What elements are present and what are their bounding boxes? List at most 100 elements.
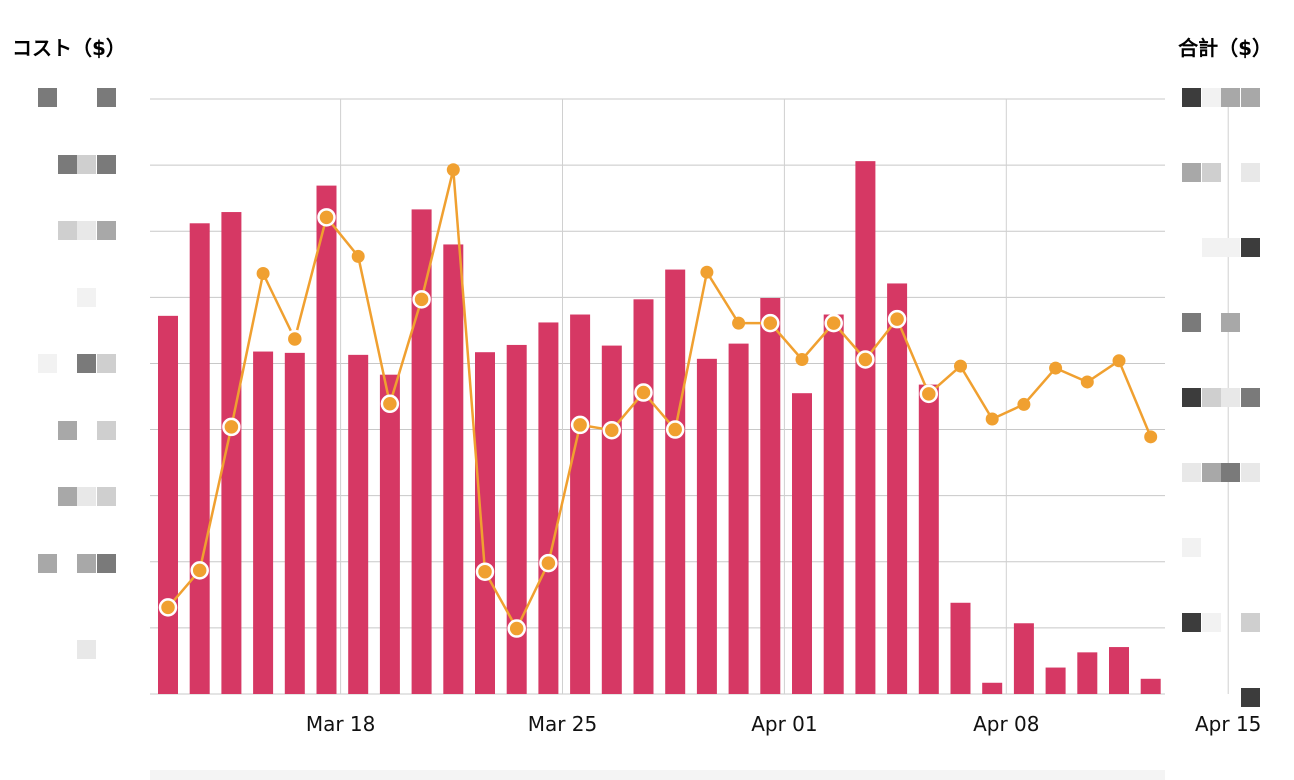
line-marker — [824, 313, 843, 333]
pixelated-cell — [77, 154, 96, 174]
bar-cost — [696, 358, 717, 694]
pixelated-cell — [1201, 238, 1221, 257]
bar-cost — [158, 315, 178, 694]
pixelated-cell — [1201, 88, 1221, 107]
line-marker — [351, 249, 365, 263]
line-marker — [985, 412, 999, 426]
line-total — [167, 168, 1152, 630]
pixelated-cell — [57, 420, 77, 440]
bar-cost — [1109, 647, 1129, 694]
pixelated-cell — [1240, 613, 1260, 632]
bar-cost — [379, 374, 400, 694]
pixelated-cell — [77, 287, 96, 307]
pixelated-cell — [77, 354, 96, 373]
pixelated-cell — [96, 420, 116, 440]
line-marker — [732, 316, 746, 330]
bar-cost — [950, 602, 971, 694]
line-marker — [380, 394, 400, 414]
bar-cost — [823, 314, 844, 694]
bar-cost — [538, 322, 559, 694]
line-marker — [856, 350, 875, 369]
line-marker — [954, 359, 967, 373]
pixelated-cell — [1240, 238, 1260, 257]
bar-cost — [1013, 623, 1034, 694]
bar-cost — [728, 343, 749, 694]
scroll-strip — [150, 770, 1165, 780]
bar-cost — [1077, 652, 1098, 694]
pixelated-cell — [77, 553, 96, 573]
line-marker — [602, 420, 622, 440]
bar-cost — [316, 185, 337, 694]
line-marker — [919, 384, 939, 404]
pixelated-cell — [1182, 538, 1201, 557]
line-marker — [412, 290, 431, 309]
pixelated-cell — [1221, 313, 1240, 332]
line-marker — [190, 561, 209, 580]
line-marker — [700, 265, 714, 279]
pixelated-cell — [1182, 88, 1201, 107]
pixelated-cell — [57, 154, 77, 174]
pixelated-cell — [96, 553, 116, 573]
bar-cost — [411, 209, 432, 694]
line-marker — [887, 309, 907, 329]
bar-cost — [221, 212, 242, 695]
pixelated-cell — [77, 640, 96, 659]
bar-cost — [601, 345, 622, 694]
bar-cost — [760, 297, 781, 694]
line-marker — [539, 553, 558, 573]
pixelated-cell — [1201, 388, 1221, 407]
pixelated-cell — [77, 487, 96, 506]
pixelated-cell — [1240, 88, 1260, 107]
pixelated-cell — [1182, 388, 1201, 407]
left-axis-title: コスト（$） — [12, 36, 126, 60]
pixelated-cell — [38, 88, 57, 107]
pixelated-cell — [1240, 463, 1260, 482]
bar-cost — [855, 161, 876, 695]
line-marker — [446, 163, 460, 177]
pixelated-cell — [1221, 238, 1240, 257]
bar-cost — [189, 223, 210, 695]
x-tick-label: Mar 18 — [306, 712, 376, 736]
line-marker — [1080, 375, 1094, 389]
line-marker — [795, 352, 809, 366]
line-marker — [317, 208, 336, 227]
line-marker — [1017, 397, 1031, 411]
bar-cost — [475, 352, 495, 694]
pixelated-cell — [96, 221, 116, 240]
line-marker — [285, 329, 305, 349]
bar-cost — [665, 269, 686, 694]
line-marker — [634, 383, 653, 402]
pixelated-cell — [96, 487, 116, 506]
pixelated-cell — [77, 221, 96, 240]
pixelated-cell — [1182, 463, 1201, 482]
line-marker — [1049, 361, 1063, 375]
x-tick-label: Apr 08 — [973, 712, 1039, 736]
line-marker — [1144, 430, 1158, 444]
bar-cost — [982, 682, 1003, 694]
pixelated-cell — [1240, 163, 1260, 182]
pixelated-cell — [1182, 613, 1201, 632]
line-marker — [507, 619, 526, 638]
line-marker — [256, 267, 270, 281]
bar-cost — [1045, 667, 1066, 694]
pixelated-cell — [57, 221, 77, 240]
bar-cost — [570, 314, 591, 694]
bar-cost — [1140, 678, 1161, 694]
bar-cost — [348, 354, 369, 694]
pixelated-cell — [38, 354, 57, 373]
pixelated-cell — [96, 88, 116, 107]
pixelated-cell — [96, 154, 116, 174]
bar-cost — [443, 244, 464, 694]
x-tick-label: Apr 15 — [1195, 712, 1261, 736]
bar-cost — [253, 351, 274, 694]
line-marker — [665, 420, 685, 439]
x-tick-label: Mar 25 — [528, 712, 598, 736]
right-axis-title: 合計（$） — [1178, 36, 1272, 60]
pixelated-cell — [1240, 388, 1260, 407]
pixelated-cell — [1240, 688, 1260, 707]
line-marker — [570, 415, 590, 435]
bar-cost — [792, 393, 812, 694]
bar-cost — [887, 283, 908, 694]
pixelated-cell — [1201, 463, 1221, 482]
